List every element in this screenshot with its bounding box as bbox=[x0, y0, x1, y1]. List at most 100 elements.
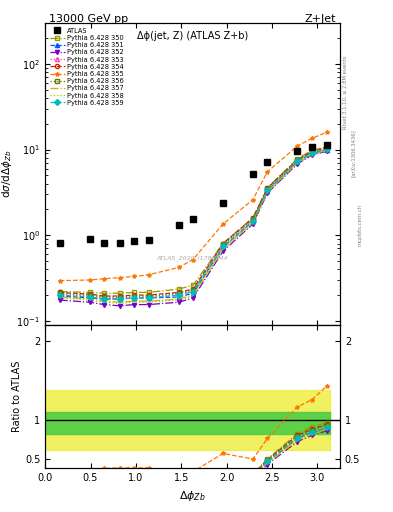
Pythia 6.428 350 bbox=[57, 288, 62, 294]
Pythia 6.428 359 bbox=[102, 296, 107, 302]
Pythia 6.428 357 bbox=[176, 296, 181, 302]
ATLAS bbox=[87, 236, 92, 242]
Y-axis label: $\mathrm{d}\sigma/\mathrm{d}\Delta\phi_{Zb}$: $\mathrm{d}\sigma/\mathrm{d}\Delta\phi_{… bbox=[0, 150, 14, 198]
Pythia 6.428 355 bbox=[87, 277, 92, 283]
Pythia 6.428 353 bbox=[191, 288, 195, 294]
Line: Pythia 6.428 350: Pythia 6.428 350 bbox=[58, 144, 329, 295]
Pythia 6.428 356 bbox=[57, 290, 62, 296]
Pythia 6.428 353 bbox=[146, 294, 151, 300]
Pythia 6.428 350 bbox=[250, 215, 255, 221]
Pythia 6.428 352 bbox=[146, 302, 151, 308]
Pythia 6.428 351 bbox=[117, 296, 122, 302]
Pythia 6.428 355 bbox=[250, 197, 255, 203]
Line: Pythia 6.428 356: Pythia 6.428 356 bbox=[58, 146, 329, 299]
Pythia 6.428 356 bbox=[132, 293, 136, 299]
Pythia 6.428 353 bbox=[132, 294, 136, 300]
Pythia 6.428 355 bbox=[325, 129, 330, 135]
Pythia 6.428 354 bbox=[265, 185, 270, 191]
Pythia 6.428 357 bbox=[220, 245, 225, 251]
Y-axis label: Ratio to ATLAS: Ratio to ATLAS bbox=[12, 361, 22, 432]
Pythia 6.428 358 bbox=[220, 246, 225, 252]
Pythia 6.428 356 bbox=[191, 287, 195, 293]
Pythia 6.428 352 bbox=[250, 221, 255, 227]
Line: ATLAS: ATLAS bbox=[57, 142, 331, 246]
Pythia 6.428 352 bbox=[102, 302, 107, 308]
Pythia 6.428 359 bbox=[87, 294, 92, 300]
Pythia 6.428 359 bbox=[220, 243, 225, 249]
Pythia 6.428 357 bbox=[102, 298, 107, 304]
Pythia 6.428 354 bbox=[117, 293, 122, 299]
ATLAS bbox=[146, 237, 151, 243]
Pythia 6.428 350 bbox=[220, 241, 225, 247]
Pythia 6.428 352 bbox=[309, 152, 314, 158]
Pythia 6.428 353 bbox=[295, 158, 300, 164]
Pythia 6.428 355 bbox=[309, 135, 314, 141]
Pythia 6.428 357 bbox=[309, 151, 314, 157]
Pythia 6.428 354 bbox=[325, 145, 330, 151]
Line: Pythia 6.428 355: Pythia 6.428 355 bbox=[58, 130, 329, 283]
Pythia 6.428 357 bbox=[87, 296, 92, 302]
Pythia 6.428 352 bbox=[176, 299, 181, 305]
Pythia 6.428 355 bbox=[265, 169, 270, 175]
Pythia 6.428 357 bbox=[295, 159, 300, 165]
Pythia 6.428 357 bbox=[325, 147, 330, 153]
Pythia 6.428 359 bbox=[265, 187, 270, 194]
Pythia 6.428 355 bbox=[295, 143, 300, 149]
Pythia 6.428 354 bbox=[176, 289, 181, 295]
ATLAS bbox=[309, 144, 314, 150]
Pythia 6.428 350 bbox=[191, 282, 195, 288]
Pythia 6.428 352 bbox=[191, 295, 195, 301]
ATLAS bbox=[102, 240, 107, 246]
Pythia 6.428 354 bbox=[57, 289, 62, 295]
Pythia 6.428 359 bbox=[325, 146, 330, 152]
Line: Pythia 6.428 358: Pythia 6.428 358 bbox=[60, 151, 327, 304]
Line: Pythia 6.428 357: Pythia 6.428 357 bbox=[60, 150, 327, 302]
Pythia 6.428 358 bbox=[132, 299, 136, 305]
Pythia 6.428 359 bbox=[57, 292, 62, 298]
ATLAS bbox=[220, 200, 225, 206]
Pythia 6.428 352 bbox=[87, 299, 92, 305]
Pythia 6.428 359 bbox=[117, 296, 122, 302]
Pythia 6.428 358 bbox=[102, 299, 107, 305]
Line: Pythia 6.428 352: Pythia 6.428 352 bbox=[58, 149, 329, 308]
Pythia 6.428 350 bbox=[146, 289, 151, 295]
Pythia 6.428 353 bbox=[220, 242, 225, 248]
Pythia 6.428 352 bbox=[265, 190, 270, 196]
ATLAS bbox=[117, 240, 122, 246]
Legend: ATLAS, Pythia 6.428 350, Pythia 6.428 351, Pythia 6.428 352, Pythia 6.428 353, P: ATLAS, Pythia 6.428 350, Pythia 6.428 35… bbox=[48, 27, 125, 107]
Pythia 6.428 350 bbox=[309, 147, 314, 154]
Pythia 6.428 350 bbox=[87, 289, 92, 295]
Pythia 6.428 351 bbox=[325, 146, 330, 153]
Pythia 6.428 356 bbox=[325, 145, 330, 151]
Pythia 6.428 351 bbox=[191, 290, 195, 296]
Line: Pythia 6.428 353: Pythia 6.428 353 bbox=[58, 146, 329, 300]
ATLAS bbox=[132, 238, 136, 244]
ATLAS bbox=[325, 142, 330, 148]
Pythia 6.428 357 bbox=[132, 298, 136, 304]
Pythia 6.428 355 bbox=[117, 274, 122, 281]
Pythia 6.428 353 bbox=[325, 145, 330, 152]
Pythia 6.428 350 bbox=[117, 290, 122, 296]
Pythia 6.428 355 bbox=[191, 257, 195, 263]
Pythia 6.428 354 bbox=[220, 241, 225, 247]
Pythia 6.428 356 bbox=[117, 294, 122, 300]
Pythia 6.428 355 bbox=[132, 273, 136, 280]
Pythia 6.428 356 bbox=[87, 292, 92, 298]
Pythia 6.428 358 bbox=[57, 295, 62, 301]
ATLAS bbox=[295, 148, 300, 155]
Pythia 6.428 357 bbox=[146, 298, 151, 304]
Pythia 6.428 353 bbox=[87, 293, 92, 299]
Pythia 6.428 357 bbox=[117, 299, 122, 305]
Text: mcplots.cern.ch: mcplots.cern.ch bbox=[358, 204, 363, 246]
Pythia 6.428 350 bbox=[295, 156, 300, 162]
Text: Z+Jet: Z+Jet bbox=[305, 14, 336, 25]
Pythia 6.428 350 bbox=[132, 289, 136, 295]
Pythia 6.428 350 bbox=[102, 290, 107, 296]
Pythia 6.428 351 bbox=[132, 295, 136, 301]
Pythia 6.428 352 bbox=[220, 248, 225, 254]
Pythia 6.428 354 bbox=[295, 157, 300, 163]
Pythia 6.428 354 bbox=[87, 291, 92, 297]
Pythia 6.428 352 bbox=[325, 148, 330, 154]
Pythia 6.428 354 bbox=[309, 148, 314, 155]
Pythia 6.428 354 bbox=[132, 292, 136, 298]
